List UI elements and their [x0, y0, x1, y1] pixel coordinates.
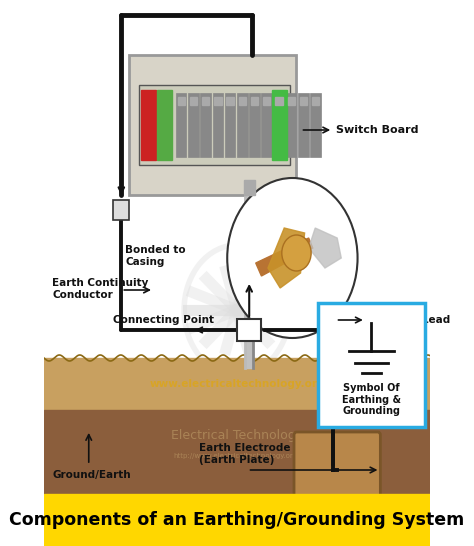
Bar [262, 93, 272, 157]
Text: Earth Electrode
(Earth Plate): Earth Electrode (Earth Plate) [199, 443, 290, 465]
Bar [44, 494, 430, 546]
Bar [300, 97, 307, 105]
Bar [129, 55, 296, 195]
Bar [202, 97, 210, 105]
FancyBboxPatch shape [294, 432, 380, 508]
Bar [238, 97, 246, 105]
Bar [225, 93, 236, 157]
Bar [44, 358, 430, 410]
Bar [312, 97, 319, 105]
Text: www.electricaltechnology.org: www.electricaltechnology.org [149, 379, 325, 389]
Bar [310, 93, 321, 157]
Bar [288, 97, 295, 105]
Bar [141, 90, 155, 160]
Text: Symbol Of
Earthing &
Grounding: Symbol Of Earthing & Grounding [342, 383, 401, 416]
Bar [251, 97, 258, 105]
Bar [214, 97, 221, 105]
Polygon shape [268, 228, 305, 288]
Bar [212, 93, 223, 157]
Bar [176, 93, 186, 157]
Bar [275, 97, 283, 105]
Bar [298, 93, 309, 157]
Bar [272, 90, 287, 160]
Polygon shape [256, 238, 313, 276]
Text: Earthing Lead: Earthing Lead [368, 315, 450, 325]
Bar [178, 97, 185, 105]
Bar [157, 90, 172, 160]
Bar [263, 97, 270, 105]
Bar [190, 97, 197, 105]
Circle shape [282, 235, 311, 271]
Polygon shape [309, 228, 341, 268]
Text: Earth Continuity
Conductor: Earth Continuity Conductor [52, 278, 148, 300]
Bar [201, 93, 211, 157]
Bar [273, 93, 284, 157]
Bar [188, 93, 199, 157]
Text: Electrical Technology: Electrical Technology [171, 429, 303, 442]
Bar [139, 85, 290, 165]
Text: http://www.electricaltechnology.org/: http://www.electricaltechnology.org/ [174, 453, 300, 459]
Bar [244, 180, 255, 195]
Text: Components of an Earthing/Grounding System: Components of an Earthing/Grounding Syst… [9, 511, 465, 529]
Text: Connecting Point: Connecting Point [113, 315, 214, 325]
Bar [44, 410, 430, 494]
Bar [113, 200, 129, 220]
Text: Ground/Earth: Ground/Earth [52, 470, 131, 480]
Bar [249, 93, 260, 157]
Bar [237, 93, 247, 157]
Text: Bonded to
Casing: Bonded to Casing [126, 245, 186, 266]
Bar [227, 97, 234, 105]
Bar [286, 93, 296, 157]
FancyBboxPatch shape [318, 303, 425, 427]
Bar [237, 319, 262, 341]
Text: Switch Board: Switch Board [336, 125, 418, 135]
Circle shape [227, 178, 357, 338]
